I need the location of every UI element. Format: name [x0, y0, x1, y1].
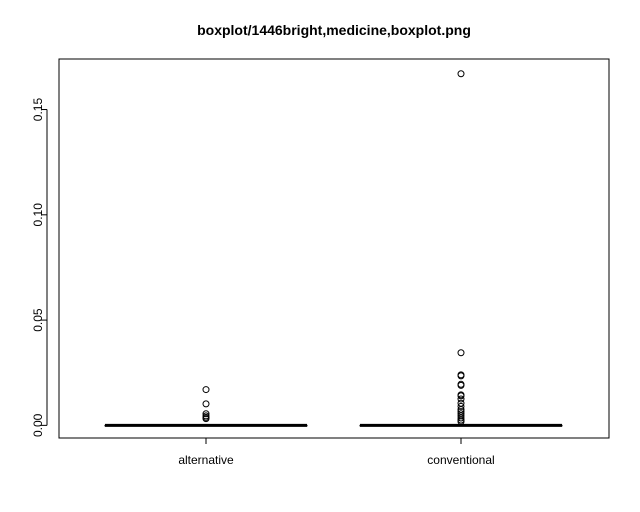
- y-tick-label: 0.00: [31, 413, 45, 437]
- outlier-point: [202, 410, 210, 418]
- box-conventional: [359, 70, 563, 427]
- y-tick-label: 0.05: [31, 308, 45, 332]
- chart-title: boxplot/1446bright,medicine,boxplot.png: [197, 22, 471, 38]
- outlier-point: [457, 414, 465, 422]
- x-tick-label: alternative: [178, 453, 234, 467]
- outlier-point: [202, 415, 210, 423]
- x-tick-label: conventional: [427, 453, 494, 467]
- outlier-point: [202, 386, 210, 394]
- outlier-point: [457, 70, 465, 78]
- outlier-point: [457, 402, 465, 410]
- outlier-point: [457, 418, 465, 426]
- outlier-point: [457, 349, 465, 357]
- outlier-point: [457, 395, 465, 403]
- x-axis: alternative conventional: [178, 437, 495, 467]
- box-group: [104, 70, 563, 427]
- box-alternative: [104, 386, 308, 427]
- y-tick-label: 0.15: [31, 98, 45, 122]
- y-axis: 0.00 0.05 0.10 0.15: [31, 98, 48, 437]
- outlier-point: [457, 381, 465, 389]
- outlier-point: [457, 392, 465, 400]
- y-tick-label: 0.10: [31, 203, 45, 227]
- outlier-point: [202, 400, 210, 408]
- outlier-point: [457, 372, 465, 380]
- plot-frame: [58, 58, 610, 439]
